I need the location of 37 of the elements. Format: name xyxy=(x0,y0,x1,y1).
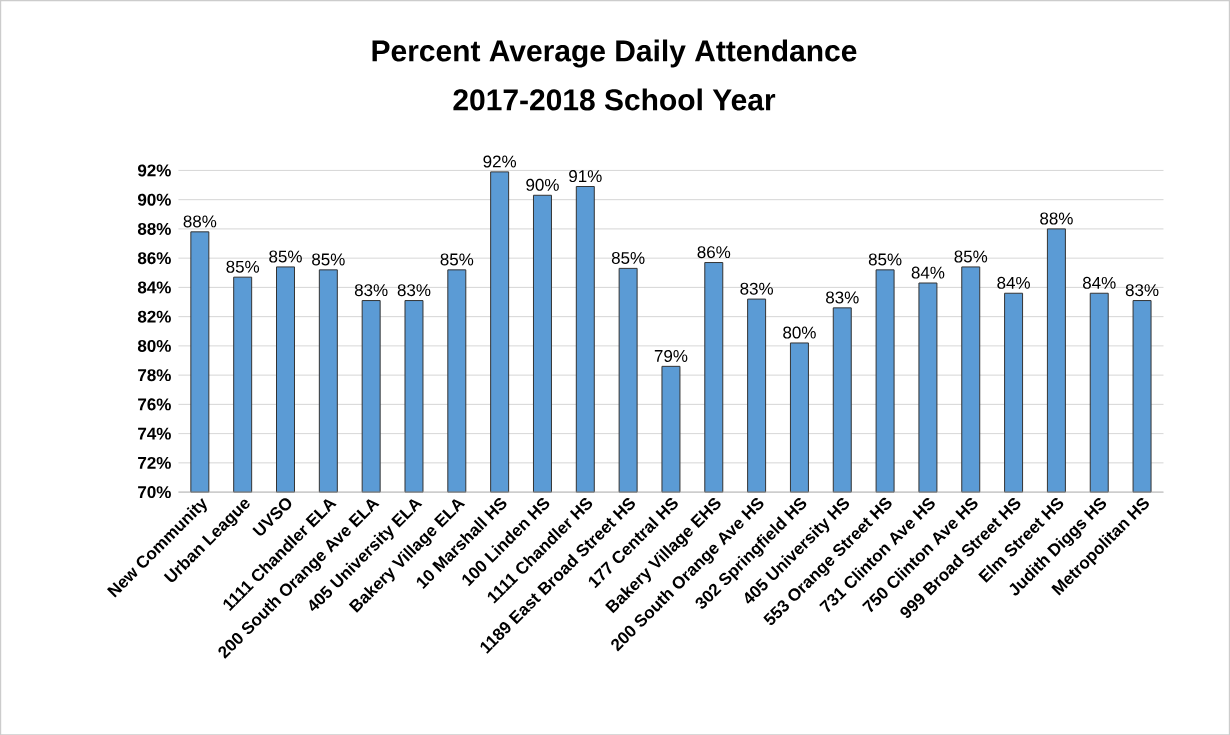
y-tick-label: 74% xyxy=(138,427,171,440)
data-label: 83% xyxy=(740,282,774,295)
data-label: 86% xyxy=(697,245,731,258)
data-label: 91% xyxy=(569,169,602,182)
chart-subtitle: 2017-2018 School Year xyxy=(453,88,776,111)
y-tick-label: 76% xyxy=(138,398,171,411)
data-label: 85% xyxy=(954,250,988,263)
data-label: 79% xyxy=(654,349,688,362)
data-label: 84% xyxy=(997,276,1030,289)
y-tick-label: 92% xyxy=(137,164,171,177)
data-label: 85% xyxy=(440,253,474,266)
chart-title: Percent Average Daily Attendance xyxy=(372,39,857,68)
y-tick-label: 80% xyxy=(137,339,171,352)
data-label: 85% xyxy=(868,253,902,266)
data-label: 83% xyxy=(354,283,388,296)
y-tick-label: 82% xyxy=(137,310,171,323)
data-label: 85% xyxy=(312,253,345,266)
data-label: 88% xyxy=(1040,212,1073,225)
data-label: 85% xyxy=(611,251,645,264)
y-tick-label: 88% xyxy=(137,222,171,235)
y-tick-label: 78% xyxy=(138,368,171,381)
y-tick-label: 70% xyxy=(138,485,171,498)
data-label: 85% xyxy=(226,260,260,273)
y-tick-label: 90% xyxy=(137,193,171,206)
data-label: 83% xyxy=(1125,283,1159,296)
y-tick-label: 72% xyxy=(138,456,171,469)
data-label: 84% xyxy=(911,266,945,279)
data-label: 84% xyxy=(1082,276,1116,289)
data-label: 90% xyxy=(526,178,559,191)
data-label: 88% xyxy=(183,215,217,228)
data-label: 92% xyxy=(483,155,517,168)
data-label: 83% xyxy=(397,283,431,296)
data-label: 85% xyxy=(269,250,302,263)
y-tick-label: 84% xyxy=(137,281,171,294)
data-label: 80% xyxy=(783,326,816,339)
data-label: 83% xyxy=(826,291,859,304)
y-tick-label: 86% xyxy=(137,251,171,264)
